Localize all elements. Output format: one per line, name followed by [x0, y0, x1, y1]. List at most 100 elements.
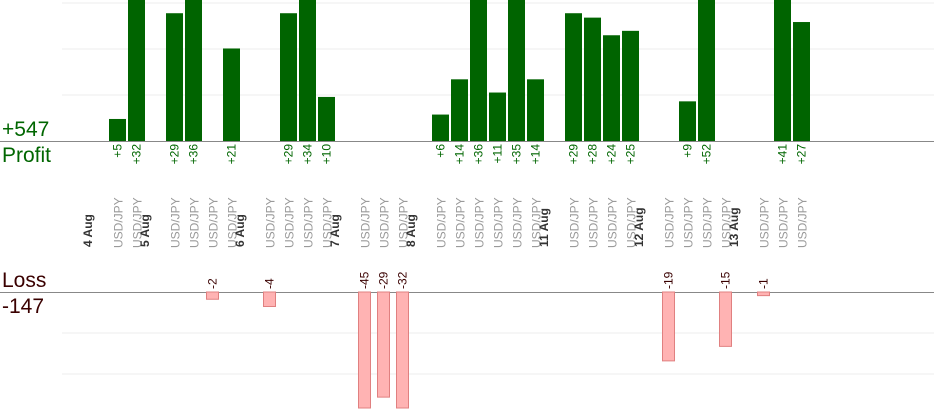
profit-value-label: +24: [605, 144, 619, 165]
profit-value-label: +36: [472, 144, 486, 165]
loss-bar: [662, 291, 675, 362]
profit-value-label: +34: [301, 144, 315, 165]
profit-bar: [698, 0, 715, 141]
loss-bar: [757, 291, 770, 297]
category-label: USD/JPY: [758, 197, 772, 248]
category-label: USD/JPY: [606, 197, 620, 248]
profit-bar: [527, 79, 544, 141]
loss-bar: [206, 291, 219, 300]
date-label: 4 Aug: [81, 214, 95, 247]
profit-value-label: +9: [681, 144, 695, 158]
profit-bar: [185, 0, 202, 141]
profit-bar: [318, 96, 335, 141]
loss-bar: [719, 291, 732, 347]
category-label: USD/JPY: [530, 197, 544, 248]
profit-value-label: +29: [567, 144, 581, 165]
category-label: USD/JPY: [112, 197, 126, 248]
profit-label: Profit: [2, 144, 52, 167]
profit-bar: [451, 79, 468, 141]
loss-bar: [396, 291, 409, 409]
profit-value-label: +29: [168, 144, 182, 165]
profit-bar: [280, 13, 297, 141]
category-label: USD/JPY: [454, 197, 468, 248]
profit-value-label: +14: [453, 144, 467, 165]
category-label: USD/JPY: [264, 197, 278, 248]
loss-label: Loss: [2, 269, 47, 292]
category-label: USD/JPY: [663, 197, 677, 248]
category-label: USD/JPY: [435, 197, 449, 248]
profit-bar: [508, 0, 525, 141]
category-label: USD/JPY: [511, 197, 525, 248]
profit-bar: [128, 0, 145, 141]
profit-value-label: +6: [434, 144, 448, 158]
profit-value-label: +5: [111, 144, 125, 158]
profit-value-label: +10: [320, 144, 334, 165]
profit-value-label: +36: [187, 144, 201, 165]
category-label: USD/JPY: [568, 197, 582, 248]
category-label: USD/JPY: [397, 197, 411, 248]
profit-bar: [109, 118, 126, 141]
profit-bar: [166, 13, 183, 141]
profit-value-label: +29: [282, 144, 296, 165]
profit-value-label: +11: [491, 144, 505, 164]
category-label: USD/JPY: [283, 197, 297, 248]
profit-bar: [470, 0, 487, 141]
profit-bar: [489, 92, 506, 141]
profit-value-label: +21: [225, 144, 239, 165]
category-label: USD/JPY: [777, 197, 791, 248]
loss-value-label: -15: [719, 271, 733, 289]
date-label: 13 Aug: [727, 207, 741, 247]
profit-value-label: +32: [130, 144, 144, 165]
loss-value-label: -2: [206, 278, 220, 289]
profit-value-label: +41: [776, 144, 790, 165]
category-label: USD/JPY: [359, 197, 373, 248]
loss-bar: [377, 291, 390, 398]
loss-value-label: -29: [377, 271, 391, 289]
loss-value-label: -45: [358, 271, 372, 289]
category-label: USD/JPY: [207, 197, 221, 248]
date-label: 11 Aug: [537, 208, 551, 247]
profit-bar: [774, 0, 791, 141]
category-label: USD/JPY: [682, 197, 696, 248]
category-label: USD/JPY: [796, 197, 810, 248]
category-label: USD/JPY: [226, 197, 240, 248]
profit-bar: [584, 17, 601, 141]
date-label: 6 Aug: [233, 214, 247, 247]
date-label: 5 Aug: [138, 214, 152, 247]
profit-value-label: +28: [586, 144, 600, 165]
loss-bar: [358, 291, 371, 409]
profit-bar: [622, 30, 639, 141]
loss-value-label: -4: [263, 278, 277, 289]
category-label: USD/JPY: [625, 197, 639, 248]
profit-bar: [603, 35, 620, 141]
category-label: USD/JPY: [169, 197, 183, 248]
date-label: 7 Aug: [328, 214, 342, 247]
profit-bar: [223, 48, 240, 141]
category-label: USD/JPY: [302, 197, 316, 248]
profit-value-label: +35: [510, 144, 524, 165]
category-label: USD/JPY: [720, 197, 734, 248]
profit-bar: [299, 0, 316, 141]
loss-value-label: -1: [757, 278, 771, 289]
category-label: USD/JPY: [378, 197, 392, 248]
category-label: USD/JPY: [587, 197, 601, 248]
category-label: USD/JPY: [492, 197, 506, 248]
category-label: USD/JPY: [473, 197, 487, 248]
profit-bar: [432, 114, 449, 141]
profit-value-label: +52: [700, 144, 714, 165]
profit-value-label: +25: [624, 144, 638, 165]
category-label: USD/JPY: [701, 197, 715, 248]
profit-bar: [679, 101, 696, 141]
loss-total: -147: [2, 295, 45, 318]
profit-bar: [793, 22, 810, 141]
profit-total: +547: [2, 118, 50, 141]
loss-value-label: -32: [396, 271, 410, 289]
date-label: 8 Aug: [404, 214, 418, 247]
category-label: USD/JPY: [131, 197, 145, 248]
profit-bar: [565, 13, 582, 141]
date-label: 12 Aug: [632, 207, 646, 247]
loss-bar: [263, 291, 276, 307]
loss-value-label: -19: [662, 271, 676, 289]
category-label: USD/JPY: [321, 197, 335, 248]
category-label: USD/JPY: [188, 197, 202, 248]
